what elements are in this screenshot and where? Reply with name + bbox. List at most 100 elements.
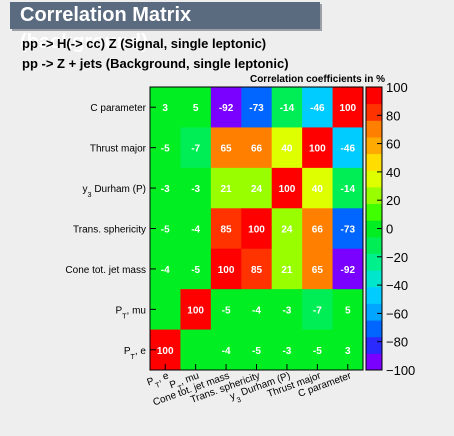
cell-value-label: -46: [341, 144, 356, 155]
colorbar-band: [366, 170, 382, 188]
y-tick-label: Cone tot. jet mass: [65, 265, 146, 276]
cell-value-label: 21: [221, 184, 233, 195]
heatmap-cell: [210, 127, 242, 169]
cell-value-label: -5: [161, 225, 170, 236]
cell-value-label: -3: [161, 184, 170, 195]
y-tick-label: PT, e: [124, 346, 147, 361]
colorbar-band: [366, 336, 382, 354]
cell-value-label: 40: [312, 184, 324, 195]
colorbar-band: [366, 270, 382, 288]
y-tick-label: C parameter: [90, 103, 146, 114]
heatmap-cell: [302, 329, 334, 371]
colorbar-band: [366, 253, 382, 271]
background-process-label: pp -> Z + jets (Background, single lepto…: [22, 56, 289, 71]
cell-value-label: -73: [341, 225, 356, 236]
heatmap-cell: [210, 167, 242, 209]
heatmap-cell: [241, 329, 273, 371]
y-tick-label: PT, mu: [115, 305, 146, 320]
cell-value-label: 21: [281, 265, 293, 276]
heatmap-cell: [302, 87, 334, 128]
colorbar-tick-label: 100: [386, 80, 408, 95]
cell-value-label: -3: [282, 305, 291, 316]
heatmap-cell: [210, 289, 242, 331]
colorbar-tick-label: 0: [386, 222, 393, 237]
cell-value-label: -92: [341, 265, 356, 276]
colorbar-band: [366, 286, 382, 304]
heatmap-cell: [302, 248, 334, 290]
cell-value-label: -14: [341, 184, 356, 195]
cell-value-label: 100: [157, 346, 174, 357]
cell-value-label: -46: [310, 103, 325, 114]
colorbar-band: [366, 320, 382, 338]
heatmap-cell: [180, 248, 212, 290]
cell-value-label: -4: [161, 265, 170, 276]
colorbar-tick-label: −40: [386, 278, 408, 293]
heatmap-cell: [302, 208, 334, 250]
chart-title: Correlation coefficients in %: [250, 74, 385, 85]
chart-title-box: Correlation Matrix (background): [10, 2, 320, 53]
cell-value-label: -5: [161, 144, 170, 155]
colorbar-tick-label: 20: [386, 193, 400, 208]
heatmap-cell: [271, 127, 303, 169]
colorbar-tick-label: −20: [386, 250, 408, 265]
heatmap-cell: [271, 87, 303, 128]
cell-value-label: 100: [309, 144, 326, 155]
heatmap-cell: [332, 329, 364, 371]
cell-value-label: -4: [222, 346, 231, 357]
heatmap-cell: [241, 87, 273, 128]
cell-value-label: 24: [281, 225, 293, 236]
colorbar-tick-label: −80: [386, 335, 408, 350]
colorbar-band: [366, 303, 382, 321]
cell-value-label: 65: [221, 144, 233, 155]
colorbar-band: [366, 186, 382, 205]
cell-value-label: -73: [249, 103, 264, 114]
heatmap-cell: [180, 127, 212, 169]
heatmap-cell: [210, 329, 242, 371]
colorbar-band: [366, 153, 382, 171]
heatmap-cell: [271, 329, 303, 371]
heatmap-cell: [332, 167, 364, 209]
cell-value-label: 24: [251, 184, 263, 195]
heatmap-cell: [332, 289, 364, 331]
cell-value-label: -5: [191, 265, 200, 276]
signal-process-label: pp -> H(-> cc) Z (Signal, single leptoni…: [22, 36, 267, 51]
heatmap-cell: [241, 248, 273, 290]
cell-value-label: -3: [191, 184, 200, 195]
colorbar-band: [366, 203, 382, 221]
cell-value-label: 3: [162, 103, 168, 114]
heatmap-cell: [241, 127, 273, 169]
heatmap-cell: [271, 208, 303, 250]
cell-value-label: 100: [248, 225, 265, 236]
heatmap-cell: [180, 289, 212, 331]
cell-value-label: -7: [313, 305, 322, 316]
heatmap-cell: [241, 289, 273, 331]
heatmap-cell: [241, 208, 273, 250]
cell-value-label: -5: [252, 346, 261, 357]
cell-value-label: 65: [312, 265, 324, 276]
colorbar-tick-label: 40: [386, 165, 400, 180]
cell-value-label: -7: [191, 144, 200, 155]
cell-value-label: 100: [218, 265, 235, 276]
cell-value-label: 40: [281, 144, 293, 155]
heatmap-cell: [180, 329, 212, 371]
colorbar-tick-label: 60: [386, 137, 400, 152]
heatmap-cell: [302, 127, 334, 169]
y-tick-label: Trans. sphericity: [73, 225, 146, 236]
page-title: Correlation Matrix (background): [20, 4, 192, 53]
heatmap-cell: [210, 208, 242, 250]
heatmap-cell: [180, 167, 212, 209]
colorbar-tick-label: −60: [386, 306, 408, 321]
cell-value-label: 85: [251, 265, 263, 276]
cell-value-label: 5: [193, 103, 199, 114]
cell-value-label: 5: [345, 305, 351, 316]
heatmap-cell: [180, 87, 212, 128]
cell-value-label: 85: [221, 225, 233, 236]
cell-value-label: -5: [222, 305, 231, 316]
colorbar-band: [366, 220, 382, 238]
colorbar-band: [366, 120, 382, 138]
heatmap-cell: [180, 208, 212, 250]
cell-value-label: -4: [252, 305, 261, 316]
cell-value-label: 100: [339, 103, 356, 114]
heatmap-cell: [332, 87, 364, 128]
